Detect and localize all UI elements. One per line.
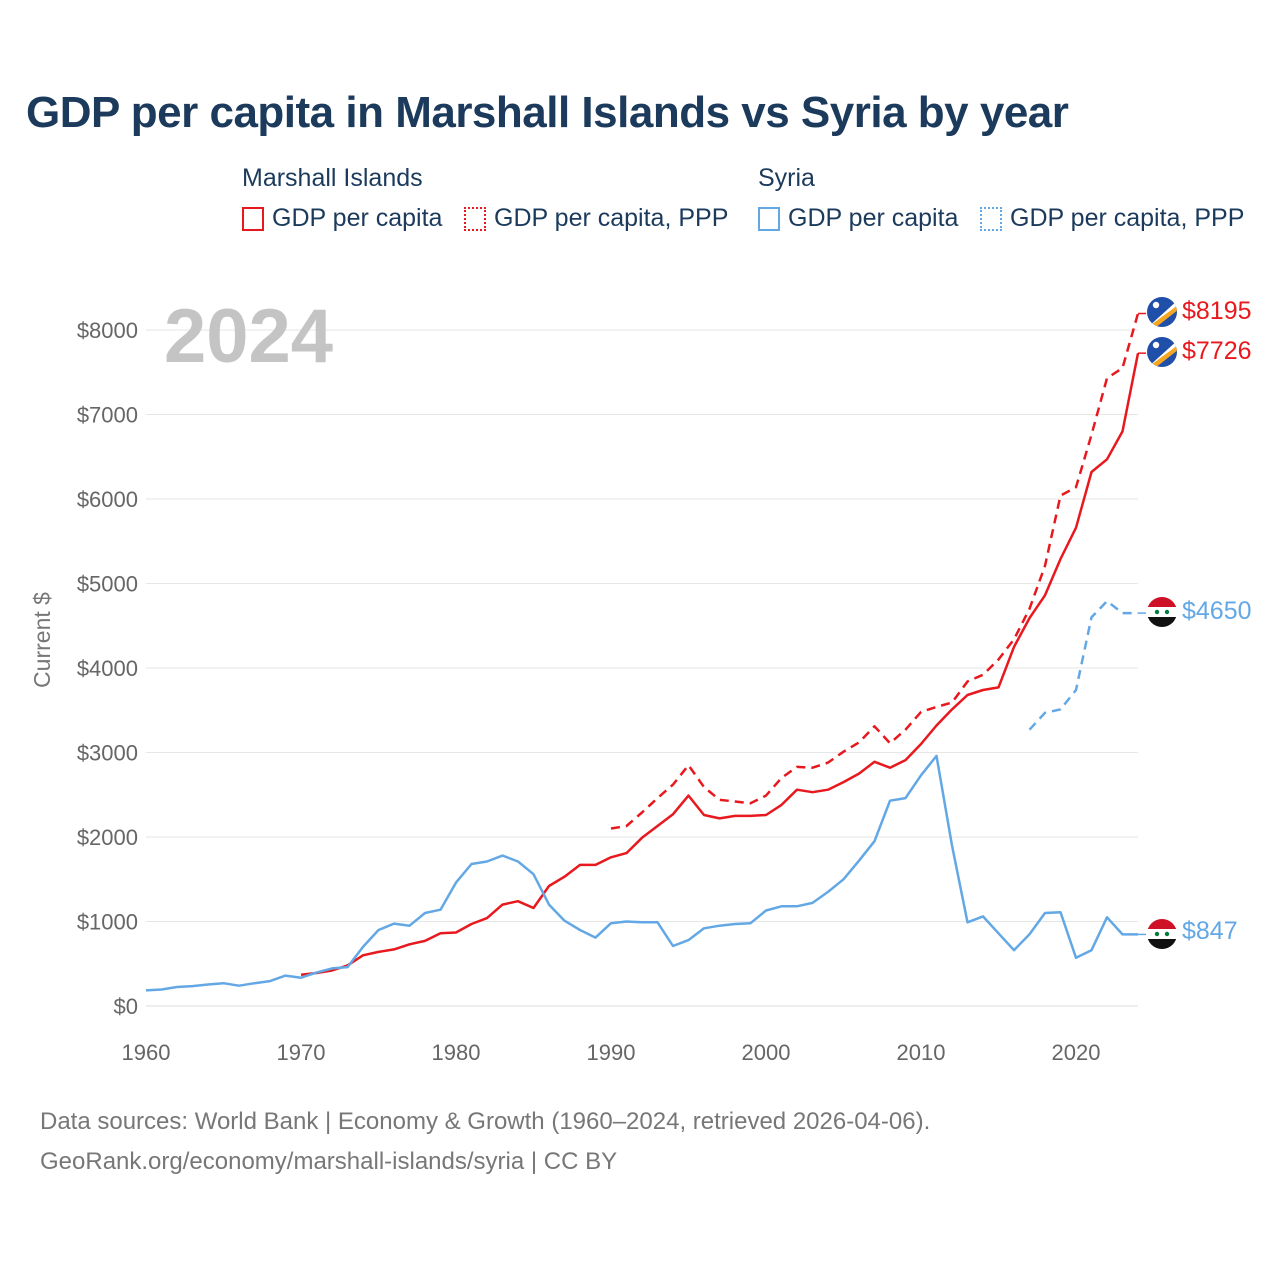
legend-item-syria-gdp[interactable]: GDP per capita xyxy=(758,204,958,233)
series-lines xyxy=(145,313,1140,992)
end-label-syria-gdp-ppp: $4650 xyxy=(1182,597,1252,625)
legend-item-marshall-gdp-ppp[interactable]: GDP per capita, PPP xyxy=(464,204,728,233)
chart-plot: $0 $1000 $2000 $3000 $4000 $5000 $6000 $7000 $80… xyxy=(29,294,1252,1065)
legend-item-syria-gdp-ppp[interactable]: GDP per capita, PPP xyxy=(980,204,1244,233)
x-tick-label: 1960 xyxy=(122,1040,171,1065)
x-axis-ticks: 1960 1970 1980 1990 2000 2010 2020 xyxy=(122,1040,1101,1065)
legend-swatch-dotted-blue xyxy=(980,206,1002,231)
y-tick-label: $3000 xyxy=(77,741,138,766)
y-tick-label: $1000 xyxy=(77,910,138,935)
marshall-islands-flag-icon xyxy=(1147,297,1177,327)
legend-label: GDP per capita xyxy=(788,204,959,232)
legend-swatch-solid-red xyxy=(242,206,264,231)
chart-title: GDP per capita in Marshall Islands vs Sy… xyxy=(26,88,1069,137)
end-label-marshall-gdp: $7726 xyxy=(1182,337,1252,365)
legend-label: GDP per capita, PPP xyxy=(494,204,729,232)
y-tick-label: $0 xyxy=(114,994,138,1019)
marshall-islands-flag-icon xyxy=(1147,337,1177,367)
y-tick-label: $6000 xyxy=(77,487,138,512)
source-link[interactable]: GeoRank.org/economy/marshall-islands/syr… xyxy=(40,1148,618,1175)
series-line xyxy=(145,754,1138,992)
end-label-marshall-gdp-ppp: $8195 xyxy=(1182,297,1252,325)
x-tick-label: 1980 xyxy=(432,1040,481,1065)
syria-flag-icon xyxy=(1147,919,1177,949)
legend-group-syria: Syria xyxy=(758,164,815,192)
y-tick-label: $5000 xyxy=(77,572,138,597)
series-line xyxy=(300,352,1140,976)
legend-label: GDP per capita, PPP xyxy=(1010,204,1245,232)
y-tick-label: $7000 xyxy=(77,403,138,428)
y-tick-label: $8000 xyxy=(77,318,138,343)
x-tick-label: 2000 xyxy=(742,1040,791,1065)
syria-flag-icon xyxy=(1147,597,1177,627)
y-axis-ticks: $0 $1000 $2000 $3000 $4000 $5000 $6000 $7000 $80… xyxy=(77,318,138,1019)
end-label-syria-gdp: $847 xyxy=(1182,917,1238,945)
end-connectors xyxy=(1138,312,1146,936)
series-line xyxy=(1028,599,1138,731)
source-text: Data sources: World Bank | Economy & Gro… xyxy=(40,1108,931,1135)
x-tick-label: 1990 xyxy=(587,1040,636,1065)
series-line xyxy=(610,313,1140,830)
x-tick-label: 2010 xyxy=(897,1040,946,1065)
year-label: 2024 xyxy=(164,294,333,379)
x-tick-label: 1970 xyxy=(277,1040,326,1065)
legend-group-marshall-islands: Marshall Islands xyxy=(242,164,423,192)
y-tick-label: $2000 xyxy=(77,825,138,850)
y-axis-title: Current $ xyxy=(29,592,55,688)
legend-swatch-dotted-red xyxy=(464,206,486,231)
legend-label: GDP per capita xyxy=(272,204,443,232)
x-tick-label: 2020 xyxy=(1052,1040,1101,1065)
y-tick-label: $4000 xyxy=(77,656,138,681)
legend-swatch-solid-blue xyxy=(758,206,780,231)
legend-item-marshall-gdp[interactable]: GDP per capita xyxy=(242,204,442,233)
